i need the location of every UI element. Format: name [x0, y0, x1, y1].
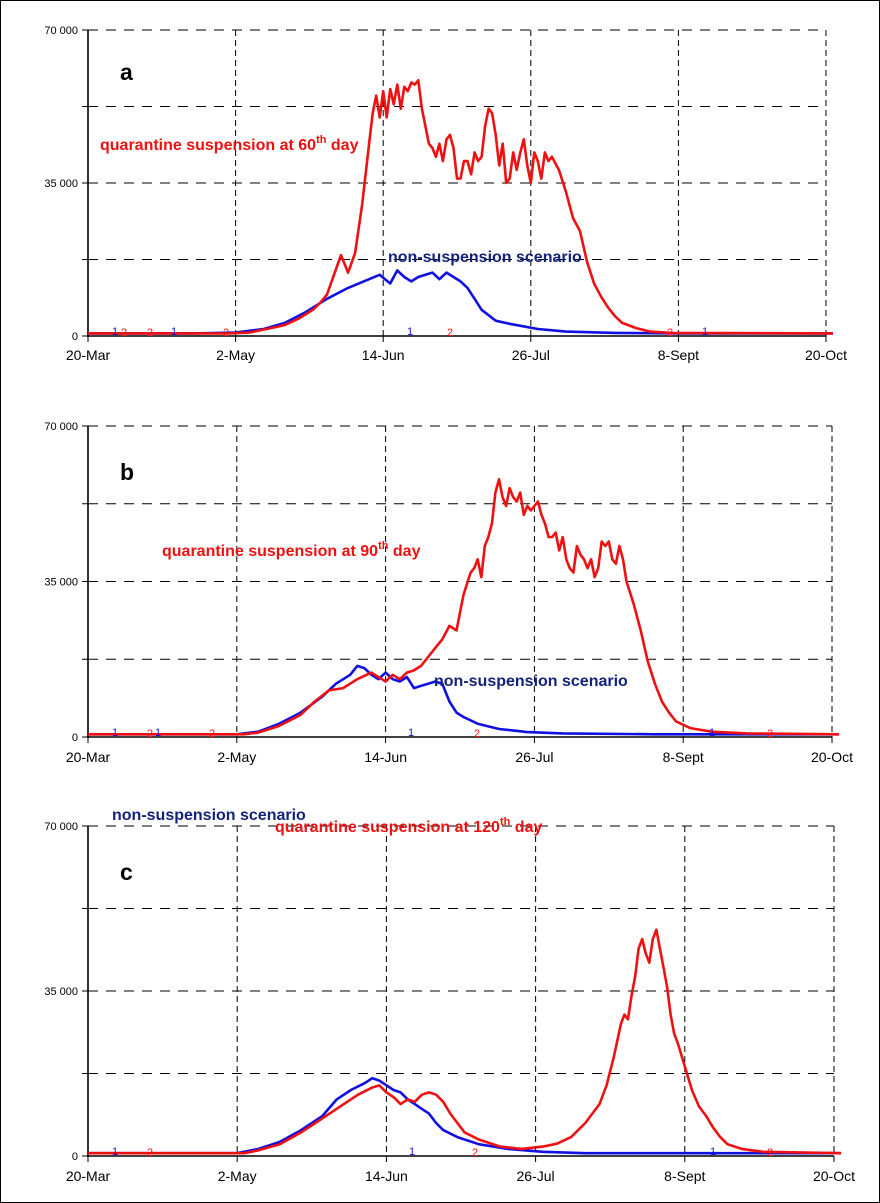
red-series-annotation: quarantine suspension at 90th day — [162, 540, 421, 560]
x-tick-label: 26-Jul — [515, 749, 553, 765]
x-tick-label: 20-Mar — [66, 347, 111, 363]
x-tick-label: 14-Jun — [365, 1168, 408, 1184]
x-tick-label: 26-Jul — [517, 1168, 555, 1184]
panel-label: a — [120, 59, 133, 85]
series-marker-1: 1 — [702, 326, 708, 338]
y-tick-label: 70 000 — [44, 25, 78, 37]
red-series-annotation: quarantine suspension at 60th day — [100, 134, 359, 154]
series-marker-1: 1 — [112, 727, 118, 739]
chart-panel-a: 0 35 000 70 000 20-Mar 2-May 14-Jun 26-Jul 8-Se… — [44, 25, 847, 363]
series-marker-2: 2 — [767, 728, 773, 740]
y-tick-label: 70 000 — [44, 421, 78, 433]
x-tick-label: 14-Jun — [364, 749, 407, 765]
series-line-1 — [88, 269, 833, 335]
series-marker-1: 1 — [408, 727, 414, 739]
series-marker-2: 2 — [472, 1147, 478, 1159]
series-marker-1: 1 — [155, 727, 161, 739]
series-marker-2: 2 — [767, 1147, 773, 1159]
annotation-superscript: th — [500, 816, 511, 828]
x-tick-label: 20-Oct — [805, 347, 847, 363]
x-tick-label: 20-Oct — [813, 1168, 855, 1184]
x-tick-label: 8-Sept — [663, 749, 704, 765]
y-tick-label: 35 000 — [44, 178, 78, 190]
series-marker-1: 1 — [112, 326, 118, 338]
series-marker-2: 2 — [147, 728, 153, 740]
x-tick-label: 14-Jun — [362, 347, 405, 363]
annotation-text: quarantine suspension at 60 — [100, 137, 316, 154]
blue-series-annotation: non-suspension scenario — [388, 249, 582, 266]
annotation-text: day — [388, 543, 420, 560]
series-line-1 — [88, 1076, 842, 1155]
annotation-text: day — [510, 819, 542, 836]
series-marker-2: 2 — [447, 327, 453, 339]
chart-panel-b: 0 35 000 70 000 20-Mar 2-May 14-Jun 26-Jul 8-Se… — [44, 421, 853, 765]
y-tick-label: 35 000 — [44, 577, 78, 589]
series-marker-2: 2 — [121, 327, 127, 339]
x-tick-label: 2-May — [217, 749, 256, 765]
red-series-annotation: quarantine suspension at 120th day — [275, 816, 542, 836]
series-marker-1: 1 — [709, 727, 715, 739]
series-line-2 — [88, 478, 840, 736]
annotation-superscript: th — [316, 134, 327, 146]
series-marker-1: 1 — [710, 1146, 716, 1158]
panel-label: c — [120, 859, 133, 885]
series-marker-2: 2 — [147, 1147, 153, 1159]
series-marker-1: 1 — [409, 1146, 415, 1158]
annotation-superscript: th — [378, 540, 389, 552]
x-tick-label: 2-May — [218, 1168, 257, 1184]
series-marker-2: 2 — [667, 327, 673, 339]
x-tick-label: 20-Mar — [66, 1168, 111, 1184]
x-tick-label: 2-May — [216, 347, 255, 363]
x-tick-label: 26-Jul — [512, 347, 550, 363]
series-marker-2: 2 — [209, 728, 215, 740]
series-marker-1: 1 — [171, 326, 177, 338]
series-marker-2: 2 — [474, 728, 480, 740]
series-marker-1: 1 — [112, 1146, 118, 1158]
y-tick-label: 0 — [72, 1151, 78, 1163]
chart-panel-c: 0 35 000 70 000 20-Mar 2-May 14-Jun 26-Jul 8-Se… — [44, 807, 855, 1184]
blue-series-annotation: non-suspension scenario — [434, 673, 628, 690]
x-tick-label: 8-Sept — [658, 347, 699, 363]
x-tick-label: 8-Sept — [664, 1168, 705, 1184]
series-marker-2: 2 — [223, 327, 229, 339]
series-marker-2: 2 — [147, 327, 153, 339]
x-tick-label: 20-Oct — [811, 749, 853, 765]
blue-series-annotation: non-suspension scenario — [112, 807, 306, 824]
y-tick-label: 0 — [72, 732, 78, 744]
series-line-2 — [88, 928, 842, 1155]
y-tick-label: 70 000 — [44, 821, 78, 833]
x-tick-label: 20-Mar — [66, 749, 111, 765]
annotation-text: quarantine suspension at 120 — [275, 819, 500, 836]
annotation-text: quarantine suspension at 90 — [162, 543, 378, 560]
series-line-2 — [88, 79, 834, 335]
y-tick-label: 0 — [72, 331, 78, 343]
y-tick-label: 35 000 — [44, 986, 78, 998]
panel-label: b — [120, 459, 134, 485]
series-marker-1: 1 — [407, 326, 413, 338]
annotation-text: day — [326, 137, 358, 154]
